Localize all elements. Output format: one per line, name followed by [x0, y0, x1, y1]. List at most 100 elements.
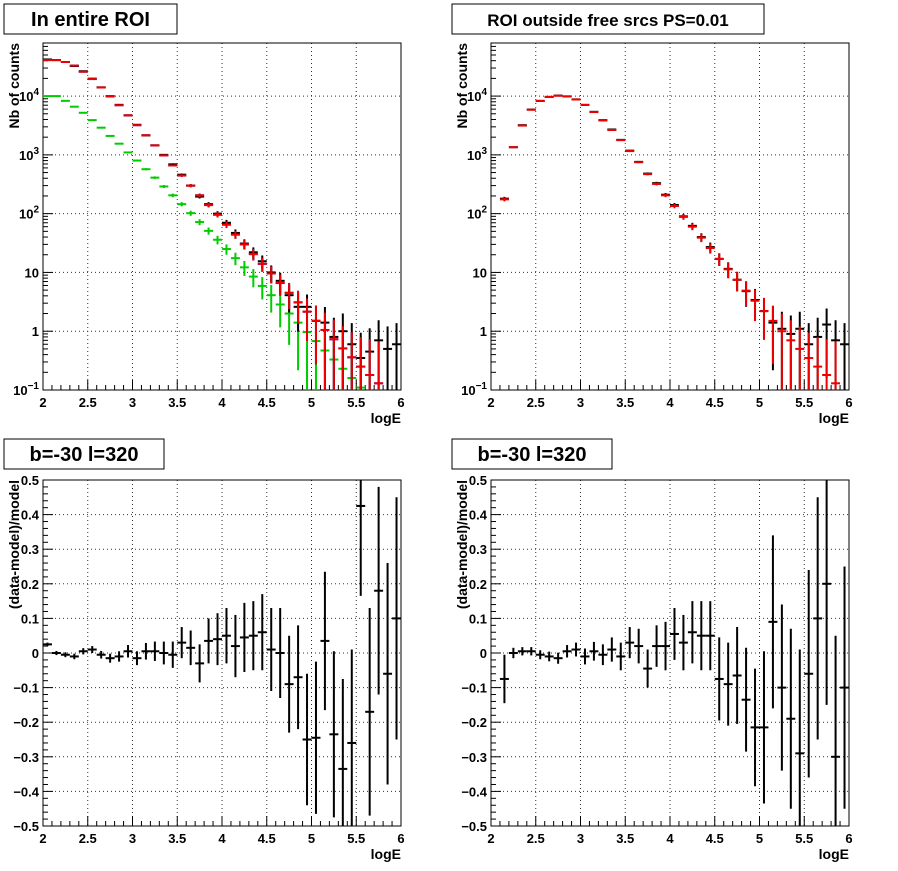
data-point [687, 223, 697, 231]
y-tick-label-exp: 2 [481, 205, 487, 216]
data-point [177, 202, 187, 207]
y-tick-label: 102 [467, 205, 487, 222]
data-point [222, 608, 231, 664]
data-point [141, 642, 151, 660]
y-tick-label: 0 [480, 646, 487, 661]
data-point [795, 649, 805, 826]
data-point [678, 614, 688, 671]
data-point [508, 146, 518, 149]
data-point [105, 134, 115, 137]
data-point [535, 99, 545, 102]
y-tick-label: 0.5 [21, 473, 39, 488]
data-point [750, 668, 760, 787]
x-tick-label: 3.5 [168, 831, 186, 846]
x-axis-ticks [490, 816, 850, 826]
x-tick-label: 6 [397, 395, 404, 410]
x-tick-label: 5 [308, 395, 315, 410]
data-point [69, 653, 79, 660]
data-point [114, 142, 124, 145]
data-point [105, 95, 115, 98]
data-point [732, 271, 742, 292]
y-tick-label: −0.1 [461, 681, 487, 696]
series-1 [43, 480, 401, 826]
data-point [759, 651, 769, 804]
data-point [168, 164, 178, 167]
data-point [759, 297, 769, 340]
grid [43, 43, 401, 390]
data-point [562, 95, 572, 98]
y-tick-label: −0.5 [13, 819, 39, 834]
x-tick-label: 5 [756, 831, 763, 846]
x-axis-ticks [490, 380, 850, 390]
data-point [239, 260, 249, 276]
data-point [43, 642, 52, 647]
data-point [804, 569, 814, 778]
title-box [451, 438, 613, 470]
data-point [123, 151, 133, 154]
y-tick-label: −0.4 [13, 784, 39, 799]
data-point [365, 339, 375, 390]
y-tick-label-base: 10 [461, 383, 475, 398]
data-point [150, 176, 160, 179]
data-point [338, 326, 348, 390]
series-2 [499, 94, 841, 390]
data-point [141, 134, 151, 137]
data-point [544, 651, 554, 662]
data-point [87, 646, 97, 653]
y-axis-ticks [43, 479, 53, 827]
data-point [186, 630, 196, 666]
y-axis-label: (data-model)/model [6, 480, 22, 609]
data-point [705, 601, 715, 671]
data-point [741, 647, 751, 752]
data-point [159, 641, 169, 665]
data-point [293, 625, 303, 730]
data-point [248, 249, 258, 261]
data-point [553, 94, 563, 97]
x-tick-label: 3 [129, 395, 136, 410]
y-tick-label-exp: 3 [33, 146, 39, 157]
x-tick-label: 4.5 [706, 395, 724, 410]
title-box [3, 438, 165, 470]
title-box [451, 3, 765, 35]
data-point [195, 644, 205, 683]
data-point [78, 648, 88, 655]
data-point [257, 257, 267, 272]
data-point [598, 119, 608, 122]
series-2 [43, 59, 384, 390]
x-tick-label: 3.5 [616, 831, 634, 846]
y-tick-label: −0.3 [461, 750, 487, 765]
y-tick-label: 0.3 [21, 542, 39, 557]
x-tick-label: 3.5 [168, 395, 186, 410]
data-point [43, 95, 52, 98]
x-axis-ticks [42, 380, 402, 390]
y-tick-label-exp: −1 [476, 381, 488, 392]
chart-panel-1: 2 2.5 3 3.5 4 4.5 5 5.5 610−1110102103104logENb … [3, 3, 405, 426]
y-tick-label: −0.5 [461, 819, 487, 834]
data-point [517, 124, 527, 127]
y-tick-label: 104 [19, 87, 39, 104]
x-axis-label: logE [819, 846, 849, 862]
y-tick-label: 0.5 [469, 473, 487, 488]
data-point [213, 235, 222, 245]
x-tick-label: 6 [845, 831, 852, 846]
y-axis-ticks [491, 42, 501, 391]
data-point [732, 627, 742, 724]
data-point [320, 312, 330, 390]
data-point [661, 621, 670, 671]
data-point [696, 233, 706, 243]
x-axis-label: logE [371, 846, 401, 862]
data-point [392, 497, 401, 740]
data-point [643, 172, 653, 176]
data-point [195, 219, 205, 226]
data-point [123, 645, 133, 658]
x-tick-label: 4.5 [706, 831, 724, 846]
x-tick-label: 3.5 [616, 395, 634, 410]
series-1 [43, 95, 366, 390]
y-tick-label: 10 [25, 265, 39, 280]
x-tick-label: 3 [129, 831, 136, 846]
data-point [329, 651, 339, 818]
x-tick-label: 2.5 [527, 831, 545, 846]
data-point [714, 637, 724, 721]
y-axis-label: (data-model)/model [454, 480, 470, 609]
data-point [347, 332, 357, 390]
